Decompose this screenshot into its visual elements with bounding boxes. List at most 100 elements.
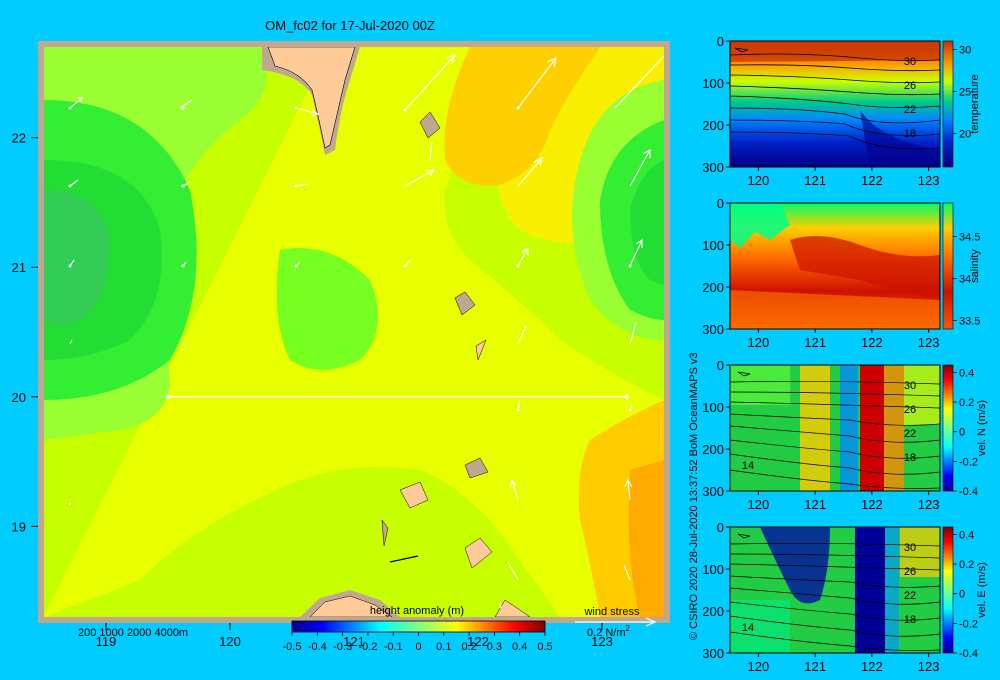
panel-x-tick-label: 120: [748, 173, 770, 188]
panel-y-tick-label: 0: [717, 520, 724, 535]
contour-label: 30: [904, 542, 916, 554]
depth-contours-label: 200 1000 2000 4000m: [78, 627, 188, 639]
vel-n-contour-labels: 30 26 22 18 14: [742, 380, 916, 472]
wind-arrow-bases: [68, 106, 632, 506]
colorbar-tick-label: 0.5: [537, 641, 552, 653]
colorbar-tick-label: -0.3: [333, 641, 352, 653]
panel-y-tick-label: 0: [717, 358, 724, 373]
map-y-tick-label: 21: [12, 260, 26, 275]
panel-y-tick-label: 0: [717, 34, 724, 49]
panel-colorbar-tick-label: 20: [959, 128, 971, 140]
colorbar-tick-label: 0: [415, 641, 421, 653]
panel-colorbar-tick-label: 0.4: [959, 367, 974, 379]
vel-e-contour-labels: 30 26 22 18 14: [742, 542, 916, 634]
colorbar-tick-label: 0.4: [512, 641, 527, 653]
colorbar-tick-label: -0.1: [384, 641, 403, 653]
panel-colorbar-tick-label: 0: [959, 427, 965, 439]
contour-label: 26: [904, 566, 916, 578]
temperature-ticks: 30 25 20: [953, 44, 971, 140]
temperature-contour-labels: 30 26 22 18: [904, 56, 916, 140]
salinity-colorbar-label: salinity: [969, 249, 981, 283]
contour-label: 22: [904, 428, 916, 440]
panel-colorbar-tick-label: 34: [959, 274, 971, 286]
panel-colorbar-tick-label: -0.4: [959, 486, 978, 498]
panel-x-tick-label: 121: [804, 497, 826, 512]
section-line-start: [165, 394, 171, 399]
map-x-tick-label: 121: [343, 634, 365, 649]
panel-x-tick-label: 121: [804, 173, 826, 188]
panel-x-tick-label: 120: [748, 497, 770, 512]
temperature-panel: 30 26 22 18 30 25 20 temperature: [729, 40, 981, 168]
vel-n-ticks: 0.4 0.2 0 -0.2 -0.4: [953, 367, 978, 498]
height-anomaly-colorbar: [291, 620, 546, 633]
panel-y-tick-label: 200: [702, 118, 724, 133]
panel-colorbar-tick-label: 0.2: [959, 397, 974, 409]
contour-label: 30: [904, 380, 916, 392]
contour-label: 26: [904, 80, 916, 92]
map-x-tick-label: 119: [96, 634, 117, 649]
panel-colorbar-tick-label: 34.5: [959, 232, 980, 244]
wind-stress-legend-scale: 0.2 N/m2: [587, 624, 631, 639]
panel-x-tick-label: 123: [918, 659, 940, 674]
contour-label: 26: [904, 404, 916, 416]
contour-label: 18: [904, 614, 916, 626]
panel-x-tick-label: 123: [918, 173, 940, 188]
panel-colorbar-tick-label: -0.2: [959, 456, 978, 468]
temperature-contours: [729, 47, 941, 150]
wind-stress-arrows: [69, 54, 664, 609]
wind-stress-legend-title: wind stress: [583, 606, 640, 618]
panel-y-tick-label: 100: [702, 76, 724, 91]
panel-y-tick-label: 200: [702, 280, 724, 295]
panel-y-tick-label: 100: [702, 400, 724, 415]
map-y-tick-label: 19: [12, 519, 26, 534]
temperature-colorbar-label: temperature: [969, 74, 981, 133]
map-x-tick-label: 120: [219, 634, 241, 649]
panel-y-tick-label: 300: [702, 160, 724, 175]
map-x-tick-label: 122: [467, 634, 489, 649]
map-x-axis: 119 120 121 122 123: [96, 623, 613, 649]
panel-y-tick-label: 200: [702, 604, 724, 619]
panel-x-tick-label: 121: [804, 335, 826, 350]
panel-y-tick-label: 100: [702, 238, 724, 253]
panel-colorbar-tick-label: 30: [959, 44, 971, 56]
colorbar-ticks: -0.5 -0.4 -0.3 -0.2 -0.1 0 0.1 0.2 0.3 0.4 0.5: [283, 632, 553, 653]
panel-y-tick-label: 100: [702, 562, 724, 577]
panel-x-tick-label: 122: [861, 659, 883, 674]
map-y-tick-label: 22: [12, 131, 26, 146]
panel-colorbar-tick-label: 0: [959, 589, 965, 601]
vel-n-colorbar-label: vel. N (m/s): [976, 400, 988, 456]
panel-y-tick-label: 300: [702, 646, 724, 661]
contour-label: 18: [904, 452, 916, 464]
panel-colorbar-tick-label: -0.2: [959, 618, 978, 630]
contour-label: 22: [904, 104, 916, 116]
vel-e-colorbar-label: vel. E (m/s): [976, 562, 988, 618]
contour-label: 18: [904, 128, 916, 140]
panel-y-tick-label: 200: [702, 442, 724, 457]
contour-label: 22: [904, 590, 916, 602]
panel-colorbar-tick-label: -0.4: [959, 648, 978, 660]
section-line-end: [624, 394, 629, 399]
panel-y-tick-label: 300: [702, 322, 724, 337]
map-x-tick-label: 123: [591, 634, 613, 649]
vel-e-colorbar: [942, 526, 954, 654]
vel-e-contours: [729, 533, 941, 651]
contour-label: 14: [742, 460, 754, 472]
colorbar-tick-label: -0.5: [283, 641, 302, 653]
salinity-panel: 34.5 34 33.5 salinity: [729, 202, 981, 330]
vel-e-panel: 30 26 22 18 14 0.4 0.2 0 -0.2 -0.4 vel. E (m/s): [729, 526, 988, 660]
colorbar-title: height anomaly (m): [370, 605, 464, 617]
colorbar-tick-label: 0.3: [487, 641, 502, 653]
panel-colorbar-tick-label: 0.2: [959, 559, 974, 571]
colorbar-tick-label: -0.4: [308, 641, 327, 653]
vel-e-ticks: 0.4 0.2 0 -0.2 -0.4: [953, 529, 978, 660]
panel-x-tick-label: 122: [861, 335, 883, 350]
height-anomaly-field: [44, 47, 664, 617]
colorbar-tick-label: 0.2: [461, 641, 476, 653]
colorbar-tick-label: 0.1: [436, 641, 451, 653]
panel-colorbar-tick-label: 0.4: [959, 529, 974, 541]
panel-x-tick-label: 123: [918, 497, 940, 512]
panel-x-tick-label: 120: [748, 659, 770, 674]
vel-n-panel: 30 26 22 18 14 0.4 0.2 0 -0.2 -0.4 vel. N (m/s): [729, 364, 988, 498]
